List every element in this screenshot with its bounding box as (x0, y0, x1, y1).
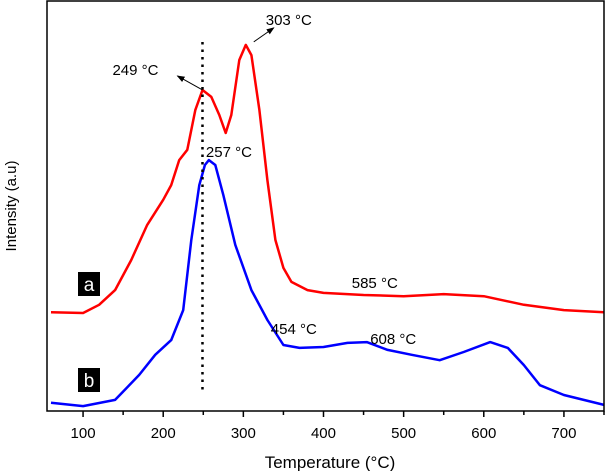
x-axis-label: Temperature (°C) (265, 453, 396, 471)
x-tick-label: 700 (551, 425, 576, 442)
series-label-a: a (78, 272, 100, 296)
peak-annotation: 257 °C (206, 144, 252, 161)
y-axis-label: Intensity (a.u) (3, 161, 20, 252)
series-label-a-text: a (84, 275, 95, 296)
series-label-b-text: b (84, 371, 95, 392)
x-tick-label: 600 (471, 425, 496, 442)
series-label-b: b (78, 368, 100, 392)
peak-annotation: 454 °C (271, 321, 317, 338)
series-line-a (50, 43, 605, 315)
plot-frame (46, 0, 605, 412)
annotation-arrow (253, 27, 275, 43)
series-line-b (50, 158, 605, 408)
peak-annotation: 249 °C (112, 62, 158, 79)
x-tick-label: 300 (231, 425, 256, 442)
x-tick-label: 500 (391, 425, 416, 442)
x-tick-label: 100 (71, 425, 96, 442)
peak-annotation: 608 °C (370, 331, 416, 348)
peak-annotation: 585 °C (352, 275, 398, 292)
annotation-arrow (176, 75, 203, 91)
x-tick-label: 400 (311, 425, 336, 442)
peak-annotation: 303 °C (266, 12, 312, 29)
x-tick-label: 200 (151, 425, 176, 442)
